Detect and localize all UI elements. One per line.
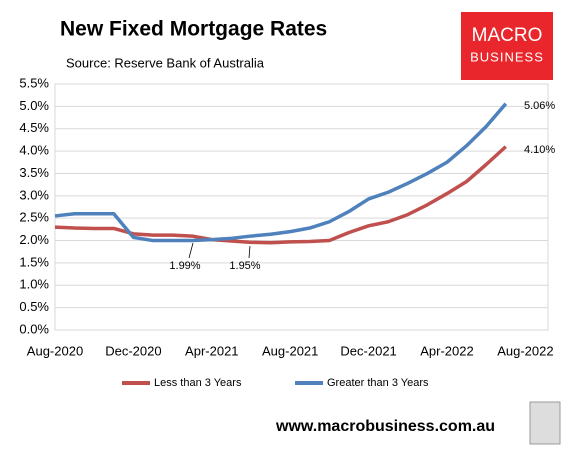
x-tick-label: Aug-2021 xyxy=(262,343,318,358)
logo-text: BUSINESS xyxy=(470,49,544,64)
annotation-leader xyxy=(188,242,194,259)
annotation: 4.10% xyxy=(524,144,555,156)
y-tick-label: 2.0% xyxy=(19,232,49,247)
y-tick-label: 2.5% xyxy=(19,210,49,225)
y-tick-label: 1.0% xyxy=(19,277,49,292)
x-tick-label: Aug-2020 xyxy=(27,343,83,358)
y-tick-label: 3.5% xyxy=(19,165,49,180)
legend-label: Less than 3 Years xyxy=(154,377,242,389)
y-tick-label: 5.5% xyxy=(19,75,49,90)
x-tick-label: Dec-2021 xyxy=(340,343,396,358)
annotation-leader xyxy=(248,245,251,259)
logo-icon xyxy=(529,401,561,445)
series-line xyxy=(54,102,508,243)
y-tick-label: 0.5% xyxy=(19,299,49,314)
series-line xyxy=(54,145,507,245)
x-tick-label: Apr-2022 xyxy=(420,343,473,358)
annotation: 1.95% xyxy=(229,260,260,272)
x-tick-label: Aug-2022 xyxy=(497,343,553,358)
annotation: 1.99% xyxy=(169,260,200,272)
y-tick-label: 3.0% xyxy=(19,187,49,202)
chart-subtitle: Source: Reserve Bank of Australia xyxy=(66,55,265,70)
y-tick-label: 4.0% xyxy=(19,143,49,158)
logo-box xyxy=(461,12,553,80)
y-tick-label: 5.0% xyxy=(19,98,49,113)
x-tick-label: Dec-2020 xyxy=(105,343,161,358)
legend-label: Greater than 3 Years xyxy=(327,377,429,389)
logo-text: MACRO xyxy=(472,25,543,46)
y-tick-label: 1.5% xyxy=(19,254,49,269)
y-tick-label: 0.0% xyxy=(19,321,49,336)
x-tick-label: Apr-2021 xyxy=(185,343,238,358)
annotation: 5.06% xyxy=(524,100,555,112)
footer: www.macrobusiness.com.au xyxy=(275,418,495,435)
chart-title: New Fixed Mortgage Rates xyxy=(60,18,327,41)
y-tick-label: 4.5% xyxy=(19,120,49,135)
plot-area xyxy=(54,83,549,331)
